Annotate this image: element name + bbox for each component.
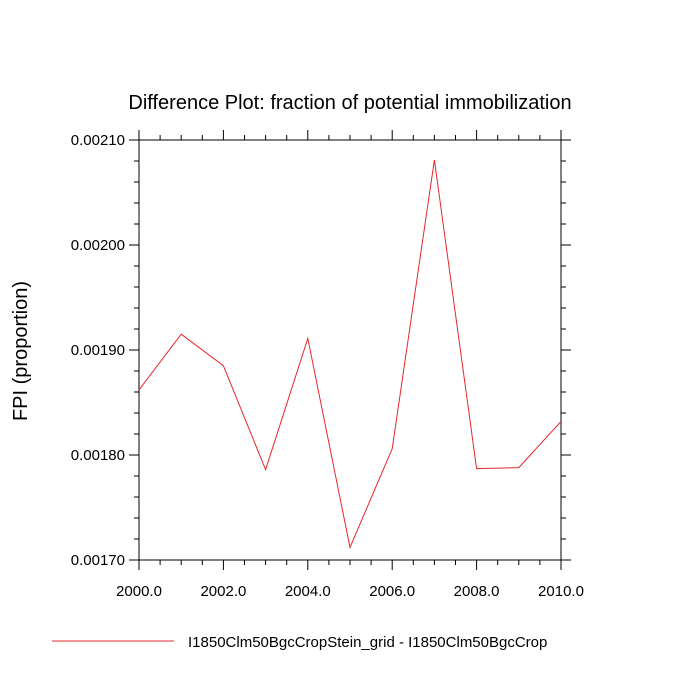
series-line [138,159,562,550]
y-tick-label: 0.00180 [71,447,125,464]
legend: I1850Clm50BgcCropStein_grid - I1850Clm50… [52,634,547,651]
chart-title: Difference Plot: fraction of potential i… [128,92,571,114]
x-tick-label: 2008.0 [454,583,500,600]
series-layer [138,159,562,550]
axes: 2000.0 2002.0 2004.0 2006.0 2008.0 2010.0 0.00… [71,130,584,600]
legend-label: I1850Clm50BgcCropStein_grid - I1850Clm50… [188,634,547,651]
y-tick-label: 0.00170 [71,552,125,569]
y-tick-label: 0.00190 [71,342,125,359]
y-axis-label: FPI (proportion) [10,281,32,421]
x-tick-label: 2010.0 [538,583,584,600]
x-tick-label: 2002.0 [200,583,246,600]
y-tick-label: 0.00210 [71,132,125,149]
x-tick-label: 2000.0 [116,583,162,600]
y-tick-label: 0.00200 [71,237,125,254]
x-tick-label: 2004.0 [285,583,331,600]
x-tick-label: 2006.0 [369,583,415,600]
